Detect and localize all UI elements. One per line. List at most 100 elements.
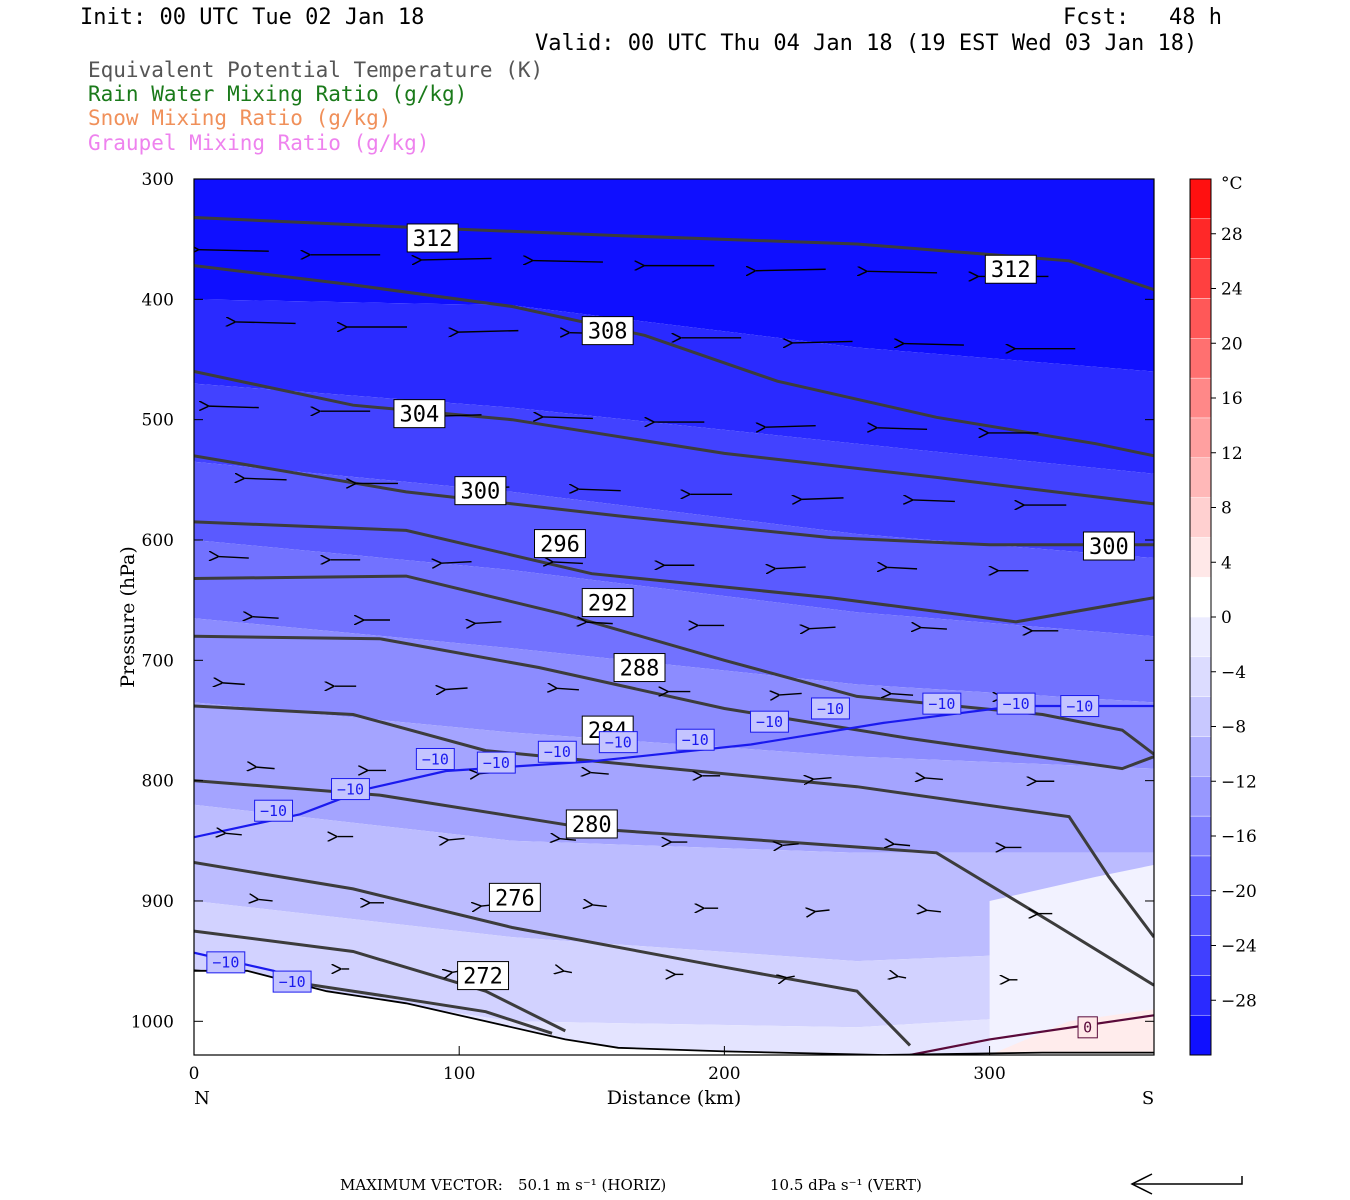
contour-label-box — [598, 731, 638, 754]
colorbar-swatch — [1189, 776, 1212, 817]
contour-label: 312 — [406, 223, 459, 253]
theta-e-line — [194, 574, 1154, 756]
contour-label-box — [476, 751, 516, 774]
contour-label-text: 300 — [461, 480, 501, 505]
colorbar-tick-label: 28 — [1221, 225, 1243, 245]
theta-e-line — [194, 929, 566, 1033]
x-tick-label: 300 — [973, 1064, 1005, 1084]
contour-label-text: −10 — [422, 750, 449, 768]
contour-label-box — [534, 529, 586, 559]
wind-vector — [245, 478, 287, 480]
theta-e-line — [194, 861, 912, 1047]
theta-e-line — [194, 264, 1154, 458]
colorbar-tick-label: 20 — [1221, 334, 1243, 354]
wind-vector — [877, 428, 928, 430]
wind-vector — [543, 417, 593, 419]
wind-vector — [442, 562, 472, 564]
contour-label-box — [331, 778, 370, 801]
contour-label-text: 312 — [413, 227, 453, 252]
theta-e-line — [194, 520, 1154, 624]
theta-e-line — [194, 454, 1154, 547]
contour-label-box — [488, 882, 541, 912]
wind-vector — [557, 688, 579, 690]
shading-band — [194, 461, 1154, 637]
contour-label: 300 — [1082, 531, 1135, 561]
contour-label-box — [996, 692, 1036, 715]
contour-label-text: 288 — [620, 656, 660, 681]
wind-vector — [783, 844, 799, 846]
wind-vector — [816, 910, 830, 912]
terrain-fill — [194, 970, 1154, 1055]
theta-e-line — [194, 216, 1154, 292]
contour-label: 300 — [454, 476, 507, 506]
contour-label-box — [393, 399, 446, 429]
contour-label-text: −10 — [817, 700, 844, 718]
contour-label-text: 280 — [572, 813, 612, 838]
contour-label: 0 — [1077, 1016, 1098, 1039]
contour-label-text: −10 — [1066, 697, 1093, 715]
contour-label: −10 — [811, 697, 850, 720]
colorbar-swatch — [1189, 656, 1212, 697]
colorbar-tick-label: −28 — [1221, 991, 1257, 1011]
contour-label-text: 276 — [495, 886, 535, 911]
legend-snow: Snow Mixing Ratio (g/kg) — [88, 106, 392, 130]
colorbar-swatch — [1189, 855, 1212, 896]
wind-vector — [766, 426, 816, 428]
contour-label-text: −10 — [928, 695, 955, 713]
theta-e-line — [194, 634, 1154, 771]
wind-vector — [564, 971, 573, 973]
contour-label-box — [811, 697, 850, 720]
wind-vector — [776, 567, 806, 569]
y-axis-label: Pressure (hPa) — [117, 546, 139, 688]
wind-vector — [913, 500, 955, 502]
contour-label-box — [272, 970, 312, 993]
colorbar-tick-label: 4 — [1221, 553, 1232, 573]
colorbar-swatch — [1189, 975, 1212, 1016]
colorbar-swatch — [1189, 457, 1212, 498]
wind-vector — [591, 773, 609, 775]
colorbar-unit: °C — [1221, 174, 1243, 194]
colorbar-swatch — [1189, 576, 1212, 618]
plot-frame — [193, 178, 1155, 1056]
colorbar-swatch — [1189, 218, 1212, 259]
wind-vector — [253, 617, 279, 619]
colorbar-swatch — [1189, 377, 1212, 419]
x-end-label-north: N — [194, 1088, 210, 1109]
contour-labels: 312312308304300300296292288284280276272−… — [206, 223, 1135, 1039]
wind-vector — [422, 258, 492, 260]
colorbar-tick-label: 16 — [1221, 389, 1243, 409]
wind-vector — [587, 622, 613, 624]
wind-vector — [223, 683, 245, 685]
contour-label-box — [406, 223, 459, 253]
contour-label: −10 — [206, 951, 246, 974]
colorbar-tick-label: −20 — [1221, 882, 1257, 902]
colorbar-swatch — [1189, 258, 1212, 299]
colorbar-tick-label: −16 — [1221, 827, 1257, 847]
contour-label-box — [537, 740, 577, 763]
contour-label-box — [675, 728, 715, 751]
contour-label: 272 — [457, 961, 510, 991]
contour-label: 292 — [581, 588, 634, 618]
wind-vector — [560, 839, 576, 841]
contour-label: 288 — [613, 653, 666, 683]
contour-label-text: 0 — [1083, 1019, 1092, 1037]
colorbar-swatch — [1189, 298, 1212, 339]
shading-band — [194, 299, 1154, 474]
colorbar-tick-label: −4 — [1221, 663, 1246, 683]
wind-vector — [925, 778, 943, 780]
wind-vector — [898, 976, 907, 978]
colorbar-swatch — [1189, 696, 1212, 737]
colorbar-tick-label: −12 — [1221, 772, 1257, 792]
y-tick-label: 700 — [142, 651, 174, 671]
colorbar-tick-label: 24 — [1221, 280, 1243, 300]
colorbar-swatch — [1189, 178, 1212, 220]
y-tick-label: 900 — [142, 892, 174, 912]
temperature-line — [909, 1014, 1154, 1055]
contour-label-box — [206, 951, 246, 974]
wind-vector — [257, 767, 275, 769]
wind-vector — [236, 322, 296, 324]
contour-label: 296 — [534, 529, 586, 559]
y-tick-label: 600 — [142, 531, 174, 551]
x-tick-label: 200 — [708, 1064, 740, 1084]
contour-label: −10 — [675, 728, 715, 751]
